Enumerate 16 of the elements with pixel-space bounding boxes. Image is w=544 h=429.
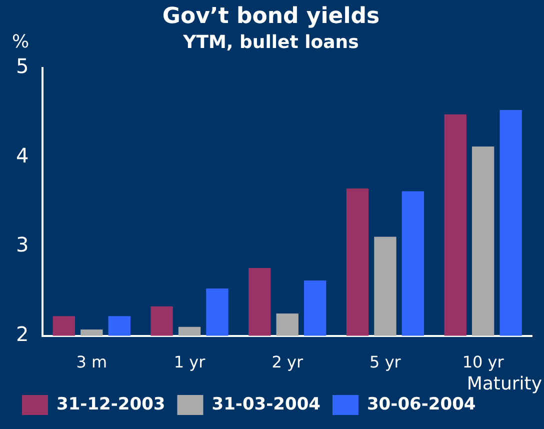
y-tick-label: 3 bbox=[16, 232, 29, 257]
y-axis-title: % bbox=[12, 32, 30, 53]
legend-label: 31-03-2004 bbox=[212, 394, 321, 414]
x-tick-label: 5 yr bbox=[370, 352, 402, 372]
chart-title: Gov’t bond yields bbox=[162, 4, 380, 29]
y-tick-label: 4 bbox=[16, 143, 29, 168]
y-tick-label: 5 bbox=[16, 54, 29, 78]
x-tick-label: 10 yr bbox=[462, 352, 504, 372]
x-tick-label: 3 m bbox=[76, 352, 108, 372]
y-tick-label: 2 bbox=[16, 322, 29, 346]
legend-label: 30-06-2004 bbox=[366, 394, 476, 414]
x-tick-label: 2 yr bbox=[272, 352, 304, 372]
x-tick-label: 1 yr bbox=[174, 352, 206, 372]
legend-label: 31-12-2003 bbox=[56, 394, 166, 414]
x-axis-title: Maturity bbox=[466, 373, 542, 394]
chart-subtitle: YTM, bullet loans bbox=[182, 32, 359, 53]
